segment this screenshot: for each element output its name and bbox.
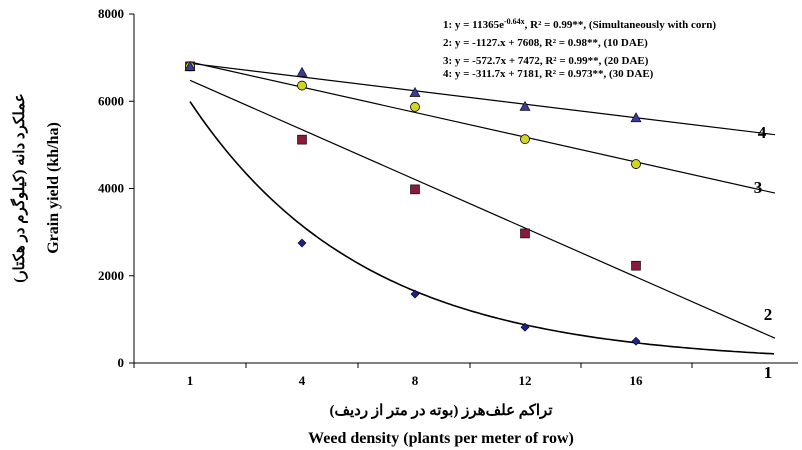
line-label-4: 4	[758, 123, 767, 142]
marker-series-3	[631, 159, 641, 169]
marker-series-2	[297, 134, 307, 145]
axes	[129, 13, 798, 368]
marker-series-4	[630, 112, 642, 123]
line-labels: 1 2 3 4	[754, 123, 773, 382]
marker-series-3	[297, 80, 307, 91]
x-tick-label: 1	[187, 373, 194, 388]
marker-series-1	[410, 289, 420, 299]
equation-2: 2: y = -1127.x + 7608, R² = 0.98**, (10 …	[443, 37, 648, 49]
x-tick-label: 8	[412, 373, 419, 388]
equation-3: 3: y = -572.7x + 7472, R² = 0.99**, (20 …	[443, 55, 649, 67]
trend-line-4	[189, 62, 776, 136]
trend-lines	[189, 61, 776, 355]
y-tick-label: 8000	[98, 6, 124, 21]
marker-series-1	[631, 336, 641, 346]
marker-series-3	[410, 102, 420, 112]
line-label-3: 3	[754, 178, 763, 197]
x-tick-label: 4	[299, 373, 306, 388]
x-axis-title-fa: تراکم علف‌هرز (بوته در متر از ردیف)	[329, 403, 552, 419]
x-axis-title-en: Weed density (plants per meter of row)	[308, 430, 574, 447]
y-tick-label: 6000	[98, 93, 124, 108]
tick-labels: 0 2000 4000 6000 8000 1 4 8 12 16	[98, 6, 643, 388]
x-tick-label: 16	[630, 373, 644, 388]
line-label-2: 2	[764, 305, 773, 324]
marker-series-4	[519, 100, 531, 111]
data-points	[184, 60, 642, 346]
marker-series-1	[297, 238, 307, 248]
marker-series-1	[520, 322, 530, 332]
equation-1: 1: y = 11365e-0.64x, R² = 0.99**, (Simul…	[443, 17, 716, 31]
y-tick-label: 4000	[98, 181, 124, 196]
marker-series-2	[410, 184, 420, 195]
trend-curve-1	[189, 101, 775, 355]
equation-4: 4: y = -311.7x + 7181, R² = 0.973**, (30…	[443, 68, 654, 80]
y-axis-title-en: Grain yield (kh/ha)	[45, 122, 62, 254]
trend-line-3	[189, 61, 776, 194]
marker-series-2	[631, 260, 641, 271]
y-tick-label: 0	[118, 355, 125, 370]
y-axis-title-fa: عملکرد دانه (کیلوگرم در هکتار)	[10, 93, 28, 282]
x-tick-label: 12	[519, 373, 532, 388]
trend-line-2	[189, 79, 776, 339]
marker-series-4	[409, 86, 421, 97]
marker-series-4	[184, 60, 196, 71]
line-label-1: 1	[764, 363, 773, 382]
regression-equations: 1: y = 11365e-0.64x, R² = 0.99**, (Simul…	[443, 17, 716, 80]
marker-series-3	[520, 134, 530, 145]
marker-series-4	[296, 66, 308, 77]
marker-series-2	[520, 228, 530, 239]
y-tick-label: 2000	[98, 268, 124, 283]
